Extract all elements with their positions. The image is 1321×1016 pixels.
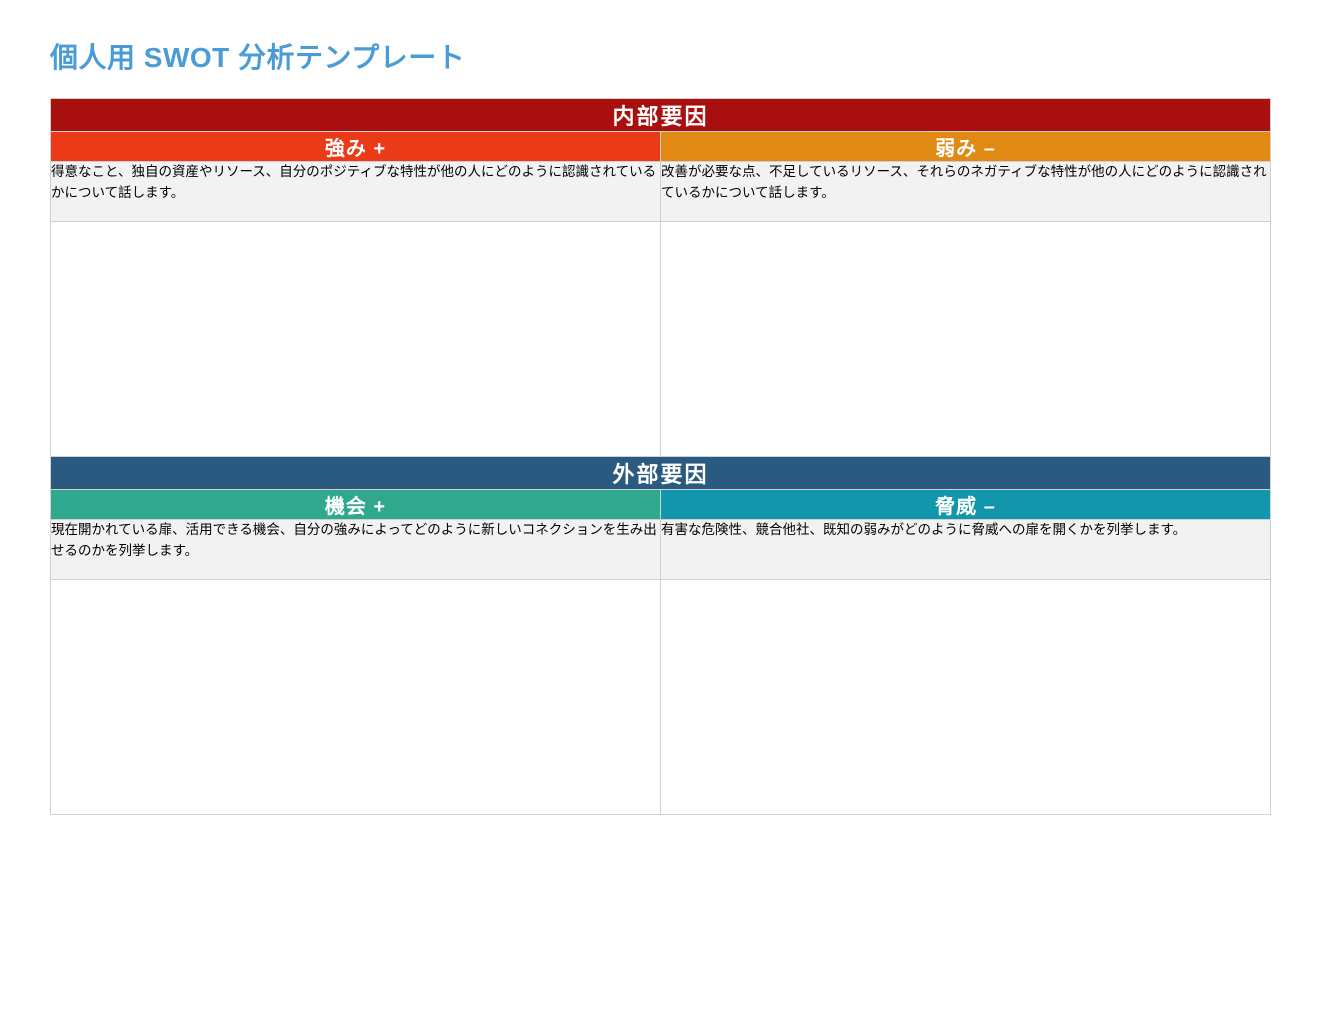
- threats-header: 脅威 –: [661, 490, 1271, 520]
- weaknesses-description: 改善が必要な点、不足しているリソース、それらのネガティブな特性が他の人にどのよう…: [661, 162, 1271, 222]
- threats-content[interactable]: [661, 580, 1271, 815]
- swot-analysis-table: 内部要因 強み + 弱み – 得意なこと、独自の資産やリソース、自分のポジティブ…: [50, 98, 1271, 815]
- weaknesses-header: 弱み –: [661, 132, 1271, 162]
- internal-header: 内部要因: [51, 99, 1271, 132]
- opportunities-description: 現在開かれている扉、活用できる機会、自分の強みによってどのように新しいコネクショ…: [51, 520, 661, 580]
- opportunities-content[interactable]: [51, 580, 661, 815]
- external-header: 外部要因: [51, 457, 1271, 490]
- strengths-content[interactable]: [51, 222, 661, 457]
- opportunities-header: 機会 +: [51, 490, 661, 520]
- strengths-header: 強み +: [51, 132, 661, 162]
- weaknesses-content[interactable]: [661, 222, 1271, 457]
- strengths-description: 得意なこと、独自の資産やリソース、自分のポジティブな特性が他の人にどのように認識…: [51, 162, 661, 222]
- threats-description: 有害な危険性、競合他社、既知の弱みがどのように脅威への扉を開くかを列挙します。: [661, 520, 1271, 580]
- page-title: 個人用 SWOT 分析テンプレート: [50, 36, 1271, 76]
